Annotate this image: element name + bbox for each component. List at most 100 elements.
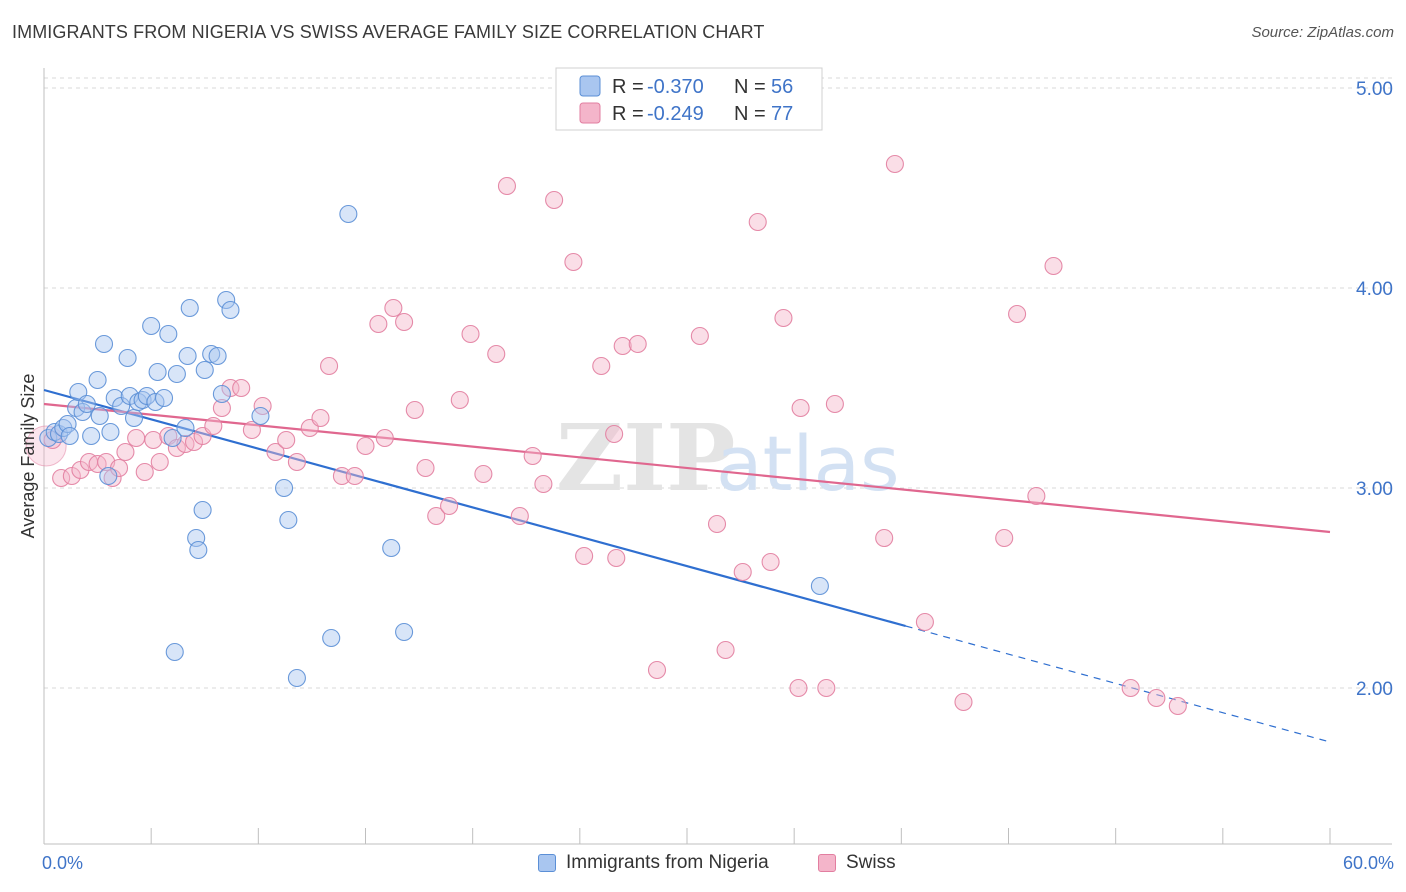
swiss-point-66: [789, 678, 808, 698]
swiss-point-33: [356, 436, 375, 456]
bottom-legend: Immigrants from Nigeria Swiss: [0, 852, 1406, 880]
y-tick-label-1: 3.00: [1356, 479, 1393, 500]
swiss-point-45: [487, 344, 506, 364]
swiss-point-64: [761, 552, 780, 572]
nigeria-point-10: [82, 426, 101, 446]
y-tick-label-2: 4.00: [1356, 279, 1393, 300]
swiss-point-61: [716, 640, 735, 660]
x-tick-label-0: 0.0%: [42, 853, 83, 873]
nigeria-point-31: [167, 364, 186, 384]
chart-title: IMMIGRANTS FROM NIGERIA VS SWISS AVERAGE…: [12, 22, 765, 42]
nigeria-point-52: [810, 576, 829, 596]
nigeria-point-36: [189, 540, 208, 560]
nigeria-point-46: [279, 510, 298, 530]
y-tick-label-3: 5.00: [1356, 79, 1393, 100]
swiss-point-30: [320, 356, 339, 376]
swiss-point-25: [266, 442, 285, 462]
nigeria-point-38: [195, 360, 214, 380]
swiss-point-44: [474, 464, 493, 484]
bottom-legend-item-nigeria: Immigrants from Nigeria: [538, 852, 769, 874]
swiss-point-37: [395, 312, 414, 332]
x-ticks: [43, 828, 1331, 844]
y-ticks: 2.00 3.00 4.00 5.00: [1356, 79, 1393, 700]
nigeria-point-48: [322, 628, 341, 648]
trend-line-nigeria: [43, 388, 906, 628]
swiss-point-11: [135, 462, 154, 482]
legend-n-label-2: N =: [734, 103, 766, 125]
nigeria-point-30: [165, 642, 184, 662]
swiss-point-22: [232, 378, 251, 398]
swiss-point-59: [690, 326, 709, 346]
swiss-point-9: [116, 442, 135, 462]
source-label: Source: ZipAtlas.com: [1251, 24, 1394, 41]
bottom-legend-swatch-nigeria: [538, 854, 556, 872]
trend-line-swiss: [43, 402, 1331, 534]
nigeria-point-13: [94, 334, 114, 354]
bottom-legend-swatch-swiss: [818, 854, 836, 872]
nigeria-point-47: [287, 668, 306, 688]
trend-lines: [43, 388, 1331, 743]
nigeria-point-24: [142, 316, 161, 336]
nigeria-point-27: [154, 388, 174, 408]
nigeria-point-41: [212, 384, 231, 404]
swiss-point-79: [1147, 688, 1166, 708]
swiss-point-32: [345, 466, 364, 486]
watermark-atlas: atlas: [716, 419, 900, 508]
y-tick-label-0: 2.00: [1356, 679, 1393, 700]
swiss-point-54: [605, 424, 624, 444]
swiss-point-20: [212, 398, 231, 418]
swiss-point-46: [497, 176, 517, 196]
swiss-point-76: [1027, 486, 1046, 506]
nigeria-point-12: [90, 406, 109, 426]
swiss-point-67: [791, 398, 810, 418]
swiss-point-70: [875, 528, 894, 548]
swiss-point-52: [575, 546, 594, 566]
swiss-point-57: [628, 334, 647, 354]
swiss-point-31: [332, 466, 351, 486]
points-nigeria: [39, 204, 829, 688]
swiss-point-53: [592, 356, 611, 376]
swiss-point-60: [707, 514, 727, 534]
legend-swatch-swiss: [579, 102, 601, 124]
swiss-point-41: [440, 496, 459, 516]
swiss-point-62: [733, 562, 752, 582]
swiss-point-35: [375, 428, 394, 448]
swiss-point-27: [287, 452, 306, 472]
nigeria-point-43: [221, 300, 240, 320]
nigeria-point-20: [124, 408, 144, 428]
legend-swatch-nigeria: [579, 75, 601, 97]
legend-r-label-2: R =: [612, 103, 644, 125]
nigeria-point-5: [60, 426, 79, 446]
axes: [43, 68, 1392, 845]
swiss-point-40: [427, 506, 446, 526]
points-swiss: [25, 154, 1187, 716]
swiss-point-56: [613, 336, 632, 356]
y-axis-label: Average Family Size: [18, 374, 38, 539]
bottom-legend-item-swiss: Swiss: [818, 852, 896, 874]
nigeria-point-40: [208, 346, 227, 366]
x-tick-labels: 0.0% 60.0%: [42, 853, 1394, 873]
swiss-point-42: [450, 390, 469, 410]
legend-r-label-1: R =: [612, 76, 644, 98]
nigeria-point-11: [88, 370, 107, 390]
nigeria-point-28: [159, 324, 178, 344]
nigeria-point-9: [77, 394, 96, 414]
swiss-point-49: [534, 474, 553, 494]
nigeria-point-26: [148, 362, 167, 382]
watermark: ZIP atlas: [556, 404, 900, 512]
bottom-legend-label-swiss: Swiss: [846, 852, 896, 873]
swiss-point-12: [144, 430, 163, 450]
swiss-point-68: [817, 678, 836, 698]
swiss-point-13: [150, 452, 169, 472]
swiss-point-36: [384, 298, 403, 318]
nigeria-point-51: [395, 622, 414, 642]
nigeria-point-49: [339, 204, 358, 224]
swiss-point-69: [825, 394, 844, 414]
nigeria-point-14: [99, 466, 118, 486]
x-tick-label-1: 60.0%: [1343, 853, 1394, 873]
legend-n-value-2: 77: [771, 103, 793, 125]
swiss-point-38: [405, 400, 424, 420]
nigeria-point-50: [382, 538, 401, 558]
swiss-point-63: [748, 212, 767, 232]
